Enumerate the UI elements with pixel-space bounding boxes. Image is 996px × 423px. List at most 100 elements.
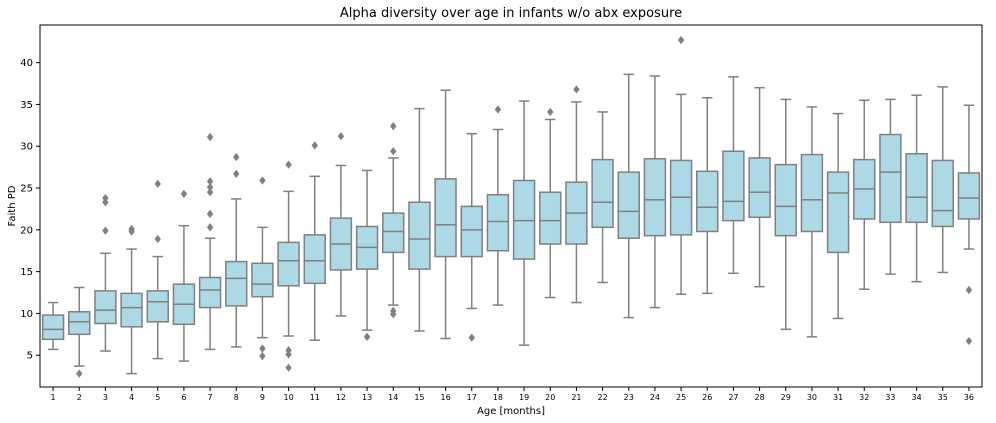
box — [512, 179, 536, 260]
box-group-2 — [68, 286, 91, 378]
x-tick-label: 18 — [493, 393, 503, 402]
outlier-point — [573, 85, 580, 94]
y-tick-label: 10 — [20, 309, 33, 320]
outlier-point — [337, 132, 345, 141]
x-tick-label: 5 — [155, 393, 160, 402]
x-tick-label: 23 — [624, 393, 634, 402]
outlier-point — [285, 160, 292, 169]
box — [539, 191, 562, 245]
outlier-point — [363, 332, 371, 341]
box-group-20 — [539, 107, 562, 299]
box — [591, 158, 614, 229]
y-tick-label: 15 — [20, 267, 33, 278]
box — [434, 178, 457, 258]
outlier-point — [180, 189, 188, 199]
box — [251, 262, 274, 298]
box-group-10 — [277, 160, 300, 372]
box — [68, 311, 91, 336]
x-tick-label: 7 — [208, 393, 213, 402]
x-tick-label: 2 — [77, 393, 82, 402]
box-group-26 — [696, 96, 719, 295]
x-tick-label: 20 — [545, 393, 555, 402]
outlier-point — [547, 107, 554, 117]
box-group-6 — [172, 189, 196, 362]
outlier-point — [468, 333, 475, 342]
box-group-35 — [931, 86, 954, 274]
box-group-30 — [800, 106, 824, 338]
outlier-point — [154, 179, 161, 189]
box-group-14 — [382, 121, 405, 319]
x-tick-label: 26 — [702, 393, 712, 402]
box-group-33 — [879, 98, 902, 275]
x-tick-label: 15 — [414, 393, 424, 402]
box-group-9 — [251, 176, 274, 361]
box-group-34 — [905, 94, 928, 283]
box-group-23 — [617, 73, 640, 319]
box — [41, 314, 65, 341]
x-tick-label: 32 — [859, 393, 869, 402]
outlier-point — [259, 344, 266, 353]
box — [198, 276, 222, 309]
x-tick-label: 19 — [519, 393, 529, 402]
box-group-31 — [826, 112, 850, 320]
box-group-5 — [146, 179, 169, 360]
outlier-point — [206, 188, 214, 197]
box — [382, 212, 405, 254]
outlier-point — [259, 176, 266, 185]
outlier-point — [390, 306, 397, 316]
outlier-point — [206, 177, 214, 186]
outlier-point — [311, 141, 318, 150]
box-group-18 — [486, 105, 510, 306]
outlier-point — [233, 152, 240, 162]
x-tick-label: 30 — [807, 393, 817, 402]
box-group-28 — [748, 86, 771, 288]
box-group-32 — [853, 99, 876, 290]
x-tick-label: 35 — [938, 393, 948, 402]
plot-frame — [39, 24, 983, 388]
y-tick-label: 5 — [27, 351, 33, 362]
box-group-22 — [591, 111, 614, 284]
box — [774, 163, 797, 237]
outlier-point — [102, 193, 109, 203]
outlier-point — [233, 169, 240, 178]
box-group-24 — [643, 75, 667, 309]
chart-title: Alpha diversity over age in infants w/o … — [340, 6, 682, 21]
box — [408, 201, 431, 270]
x-tick-label: 22 — [597, 393, 607, 402]
x-tick-label: 27 — [728, 393, 738, 402]
box — [486, 193, 510, 252]
box-group-15 — [408, 107, 431, 332]
box-group-21 — [565, 85, 588, 304]
box — [460, 205, 483, 258]
box — [905, 152, 928, 224]
box — [826, 171, 850, 254]
y-tick-label: 20 — [20, 225, 33, 236]
box-group-7 — [198, 132, 222, 351]
x-tick-label: 24 — [650, 393, 660, 402]
outlier-point — [677, 35, 685, 45]
box — [879, 133, 902, 224]
outlier-point — [206, 209, 214, 219]
outlier-point — [102, 198, 109, 207]
x-tick-label: 1 — [51, 393, 56, 402]
box-group-1 — [41, 301, 65, 351]
outlier-point — [285, 350, 292, 359]
outlier-point — [965, 336, 973, 346]
x-tick-label: 33 — [885, 393, 895, 402]
x-tick-label: 29 — [781, 393, 791, 402]
box — [225, 260, 248, 307]
outlier-point — [76, 369, 83, 378]
box-group-8 — [225, 152, 248, 348]
x-tick-label: 13 — [362, 393, 372, 402]
box-group-19 — [512, 100, 536, 346]
outlier-point — [259, 351, 266, 361]
box — [931, 159, 954, 228]
box — [696, 170, 719, 233]
outlier-point — [494, 105, 502, 114]
box-group-25 — [669, 35, 693, 295]
x-tick-label: 8 — [234, 393, 239, 402]
x-tick-label: 3 — [103, 393, 108, 402]
box — [800, 153, 824, 233]
box-group-12 — [329, 132, 353, 317]
